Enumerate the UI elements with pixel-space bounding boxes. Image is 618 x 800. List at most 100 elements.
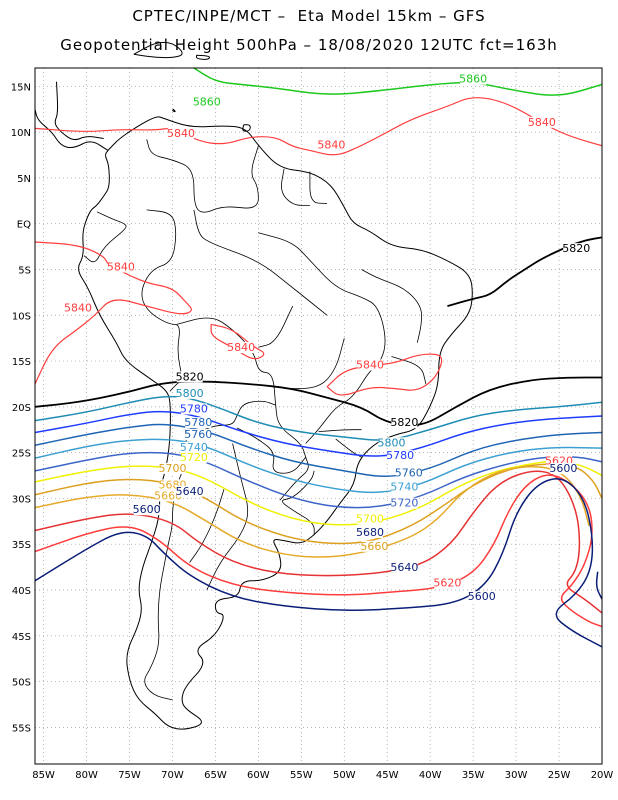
lat-tick-label: 55S [12, 723, 31, 734]
contour-label: 5840 [64, 302, 92, 315]
contour-5840 [210, 323, 265, 360]
contour-5760 [35, 423, 602, 477]
contour-5820 [447, 236, 602, 307]
contour-5780 [35, 410, 602, 457]
country-border [391, 356, 427, 384]
contour-label-bg [133, 504, 160, 516]
lon-tick-label: 85W [32, 770, 55, 781]
country-border [281, 168, 310, 206]
contour-label-bg [546, 455, 573, 467]
contour-5860 [193, 68, 602, 96]
contour-label-bg [318, 139, 345, 151]
contour-label-bg [357, 527, 384, 539]
contour-label-bg [391, 497, 418, 509]
contour-label: 5840 [227, 341, 255, 354]
country-border [258, 305, 294, 348]
lat-tick-label: 5S [18, 265, 31, 276]
contour-label: 5840 [167, 127, 195, 140]
contour-label-bg [159, 462, 186, 474]
contour-label-bg [387, 450, 414, 462]
contour-label: 5760 [395, 467, 423, 480]
contour-label-bg [155, 490, 182, 502]
lon-tick-label: 55W [290, 770, 313, 781]
contour-label-bg [176, 485, 203, 497]
lat-tick-label: 25S [12, 449, 31, 460]
contour-label-bg [185, 429, 212, 441]
coastline [196, 54, 210, 60]
contour-label-bg [185, 417, 212, 429]
contour-label-bg [434, 577, 461, 589]
country-border [318, 429, 362, 432]
contour-label: 5600 [468, 590, 496, 603]
contour-5700 [35, 460, 602, 526]
country-border [176, 317, 309, 501]
contour-label-bg [391, 561, 418, 573]
contour-label: 5660 [154, 489, 182, 502]
country-border [258, 232, 386, 444]
longitude-tick-labels: 85W 80W 75W 70W 65W 60W 55W 50W 45W 40W 35W 30W 25W 2… [32, 770, 613, 781]
map-frame [34, 67, 603, 765]
contour-5680 [35, 463, 602, 545]
contour-label-bg [193, 96, 220, 108]
contour-label: 5860 [459, 73, 487, 86]
country-border [335, 438, 362, 458]
contour-label: 5680 [356, 526, 384, 539]
contour-5620 [35, 474, 602, 628]
contour-5660 [35, 466, 590, 558]
contour-label: 5700 [158, 462, 186, 475]
lat-tick-label: 50S [12, 678, 31, 689]
contour-label: 5840 [528, 116, 556, 129]
coastline [242, 124, 251, 132]
lon-tick-label: 75W [118, 770, 141, 781]
lat-tick-label: 40S [12, 586, 31, 597]
contour-label: 5620 [433, 576, 461, 589]
lat-tick-label: 15N [11, 82, 31, 93]
contour-5640 [35, 470, 602, 614]
contour-label: 5700 [356, 512, 384, 525]
contour-label-bg [361, 540, 388, 552]
lon-tick-label: 60W [247, 770, 270, 781]
country-border [193, 209, 328, 316]
lat-tick-label: 15S [12, 357, 31, 368]
country-border [141, 209, 182, 392]
map-title-line-1: CPTEC/INPE/MCT – Eta Model 15km – GFS [132, 7, 486, 25]
contour-label-bg [64, 302, 91, 314]
contour-label: 5640 [390, 561, 418, 574]
lat-tick-label: 30S [12, 494, 31, 505]
lon-tick-label: 80W [75, 770, 98, 781]
contour-label-bg [391, 481, 418, 493]
contour-5600 [595, 571, 602, 600]
contour-label: 5840 [317, 139, 345, 152]
contour-label-bg [180, 403, 207, 415]
contour-label: 5720 [390, 497, 418, 510]
contour-label-bg [468, 591, 495, 603]
lat-tick-label: 35S [12, 540, 31, 551]
contour-label-bg [168, 127, 195, 139]
contour-label: 5740 [180, 441, 208, 454]
contour-label-bg [228, 342, 255, 354]
contour-label-bg [357, 513, 384, 525]
country-border [236, 427, 306, 474]
contour-5720 [35, 451, 602, 509]
coastline [78, 116, 473, 730]
lon-tick-label: 70W [161, 770, 184, 781]
lat-tick-label: 10S [12, 311, 31, 322]
contour-label-bg [180, 441, 207, 453]
contour-labels: 5860 5860 5840 5840 5840 5840 5840 5840 5840 5820… [64, 73, 590, 603]
coastline [133, 41, 183, 59]
contour-label-bg [460, 73, 487, 85]
contour-label: 5800 [378, 436, 406, 449]
lon-tick-label: 30W [505, 770, 528, 781]
contour-label: 5820 [390, 416, 418, 429]
lon-tick-label: 25W [548, 770, 571, 781]
contour-label: 5780 [184, 416, 212, 429]
contour-label: 5780 [386, 449, 414, 462]
contour-label: 5660 [360, 540, 388, 553]
contour-label: 5820 [562, 242, 590, 255]
lat-tick-label: EQ [17, 220, 31, 231]
country-border [146, 139, 259, 213]
contour-label-bg [391, 417, 418, 429]
lat-tick-label: 5N [17, 174, 31, 185]
contour-label-bg [107, 261, 134, 273]
